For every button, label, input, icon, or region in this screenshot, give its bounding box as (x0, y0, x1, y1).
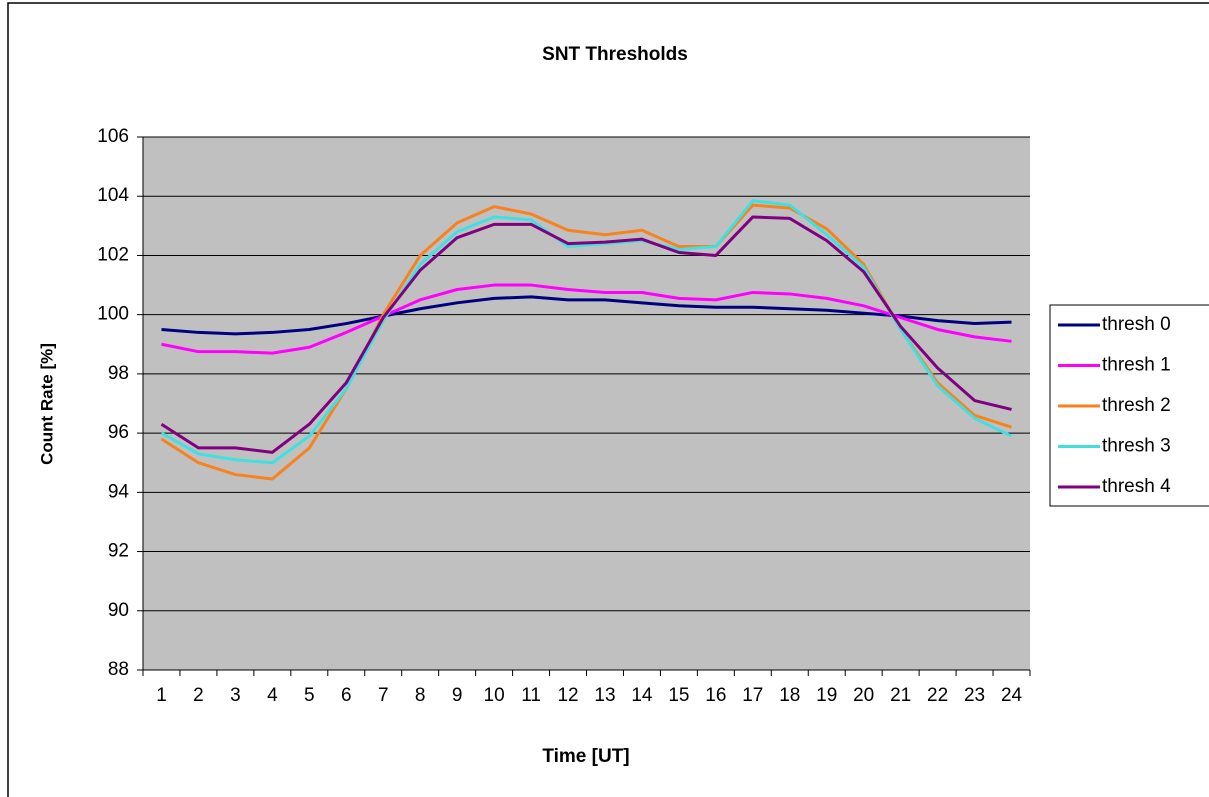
y-tick-label: 92 (108, 541, 129, 562)
legend-label: thresh 4 (1102, 476, 1171, 497)
series-line (161, 283, 1012, 355)
plot-area (143, 137, 1030, 670)
y-tick-label: 100 (97, 304, 129, 325)
x-tick-label: 23 (964, 685, 985, 706)
series-line (160, 199, 1013, 465)
x-tick-label: 1 (156, 685, 167, 706)
x-tick-label: 24 (1001, 685, 1023, 706)
x-axis-label: Time [UT] (542, 746, 629, 767)
x-tick-label: 12 (557, 685, 578, 706)
legend-label: thresh 1 (1102, 355, 1171, 376)
x-tick-label: 10 (484, 685, 505, 706)
y-tick-label: 94 (108, 481, 130, 502)
legend-label: thresh 0 (1102, 314, 1171, 335)
x-tick-label: 20 (853, 685, 874, 706)
x-tick-label: 22 (927, 685, 948, 706)
x-tick-label: 21 (890, 685, 911, 706)
x-tick-label: 11 (521, 685, 541, 706)
y-tick-label: 90 (108, 600, 129, 621)
x-tick-label: 5 (304, 685, 315, 706)
series-line (160, 215, 1012, 454)
y-tick-label: 88 (108, 659, 129, 680)
x-tick-label: 3 (230, 685, 241, 706)
series-line (161, 295, 1012, 336)
x-tick-label: 9 (452, 685, 463, 706)
x-tick-label: 6 (341, 685, 352, 706)
y-tick-label: 96 (108, 422, 129, 443)
x-tick-label: 13 (594, 685, 615, 706)
x-tick-label: 4 (267, 685, 278, 706)
x-tick-label: 17 (742, 685, 763, 706)
x-tick-label: 16 (705, 685, 726, 706)
y-tick-label: 104 (97, 185, 129, 206)
y-tick-label: 106 (97, 126, 129, 147)
x-tick-label: 14 (631, 685, 653, 706)
legend-label: thresh 3 (1102, 436, 1171, 457)
x-tick-label: 18 (779, 685, 800, 706)
x-tick-label: 8 (415, 685, 426, 706)
chart-title: SNT Thresholds (542, 44, 688, 65)
x-tick-label: 15 (668, 685, 689, 706)
y-axis-label: Count Rate [%] (37, 343, 56, 465)
x-tick-label: 19 (816, 685, 837, 706)
x-tick-label: 2 (193, 685, 204, 706)
y-tick-label: 98 (108, 363, 129, 384)
x-tick-label: 7 (378, 685, 389, 706)
legend-label: thresh 2 (1102, 395, 1171, 416)
y-tick-label: 102 (97, 244, 129, 265)
